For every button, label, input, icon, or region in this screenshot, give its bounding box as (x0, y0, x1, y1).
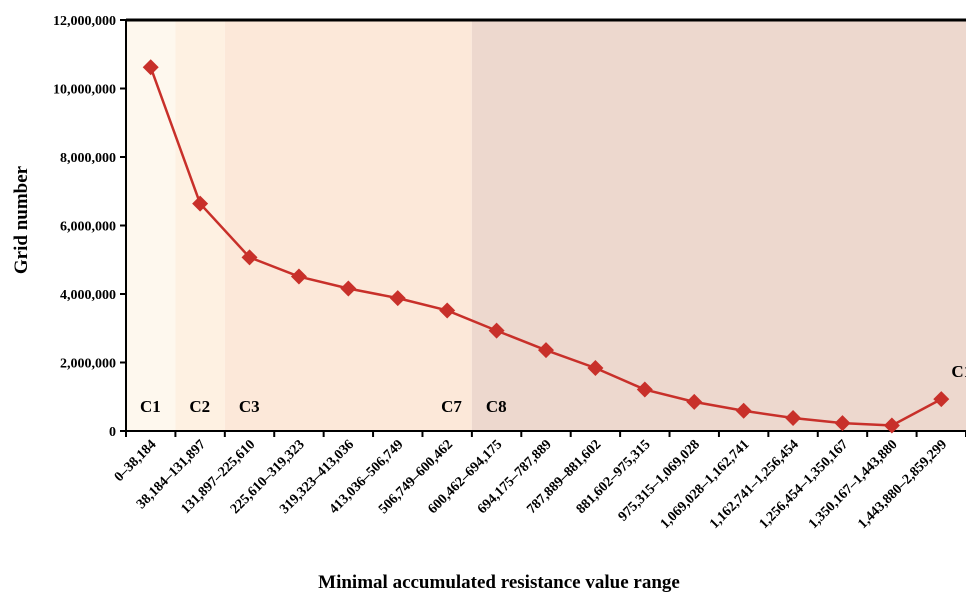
data-point (636, 381, 653, 398)
x-tick-label: 0–38,184 (112, 437, 160, 485)
data-point (488, 322, 505, 339)
region-label-c1: C1 (140, 397, 161, 416)
y-tick-label: 8,000,000 (60, 151, 116, 166)
y-tick-label: 0 (109, 425, 116, 440)
region-label-c3: C3 (239, 397, 260, 416)
data-point (241, 249, 258, 266)
x-axis-title: Minimal accumulated resistance value ran… (318, 572, 680, 593)
data-point (587, 359, 604, 376)
x-tick-label: 1,443,880–2,859,299 (855, 437, 950, 532)
y-tick-label: 6,000,000 (60, 220, 116, 235)
region-band-c3 (224, 20, 472, 431)
data-point (834, 415, 851, 432)
data-point (389, 290, 406, 307)
y-tick-label: 4,000,000 (60, 288, 116, 303)
y-tick-label: 2,000,000 (60, 357, 116, 372)
region-label-c2: C2 (189, 397, 210, 416)
region-label-c7: C7 (441, 397, 462, 416)
x-tick-label: 1,350,167–1,443,880 (806, 437, 901, 532)
data-point (785, 409, 802, 426)
y-ticks: 0 2,000,000 4,000,000 6,000,000 8,000,000 10,… (53, 14, 126, 440)
region-band-c8 (471, 20, 966, 431)
y-tick-label: 12,000,000 (53, 14, 116, 29)
data-point (686, 393, 703, 410)
shaded-regions (126, 20, 966, 431)
region-label-c8: C8 (486, 397, 507, 416)
x-tick-label: 1,162,741–1,256,454 (707, 437, 802, 532)
data-point (933, 391, 950, 408)
data-series (142, 59, 950, 434)
x-tick-label: 1,069,028–1,162,741 (658, 437, 753, 532)
region-labels: C1 C2 C3 C7 C8 C17 (140, 362, 966, 416)
data-point (340, 280, 357, 297)
x-tick-label: 1,256,454–1,350,167 (757, 437, 852, 532)
data-point (735, 402, 752, 419)
x-ticks: 0–38,18438,184–131,897131,897–225,610225… (112, 431, 966, 532)
region-band-c2 (175, 20, 225, 431)
data-point (192, 195, 209, 212)
data-point (142, 59, 159, 76)
data-point (439, 302, 456, 319)
data-point (538, 342, 554, 359)
data-point (290, 268, 307, 285)
region-band-c1 (126, 20, 176, 431)
data-point (883, 417, 900, 434)
region-label-c17: C17 (951, 362, 966, 381)
y-tick-label: 10,000,000 (53, 83, 116, 98)
y-axis-title: Grid number (11, 165, 32, 274)
